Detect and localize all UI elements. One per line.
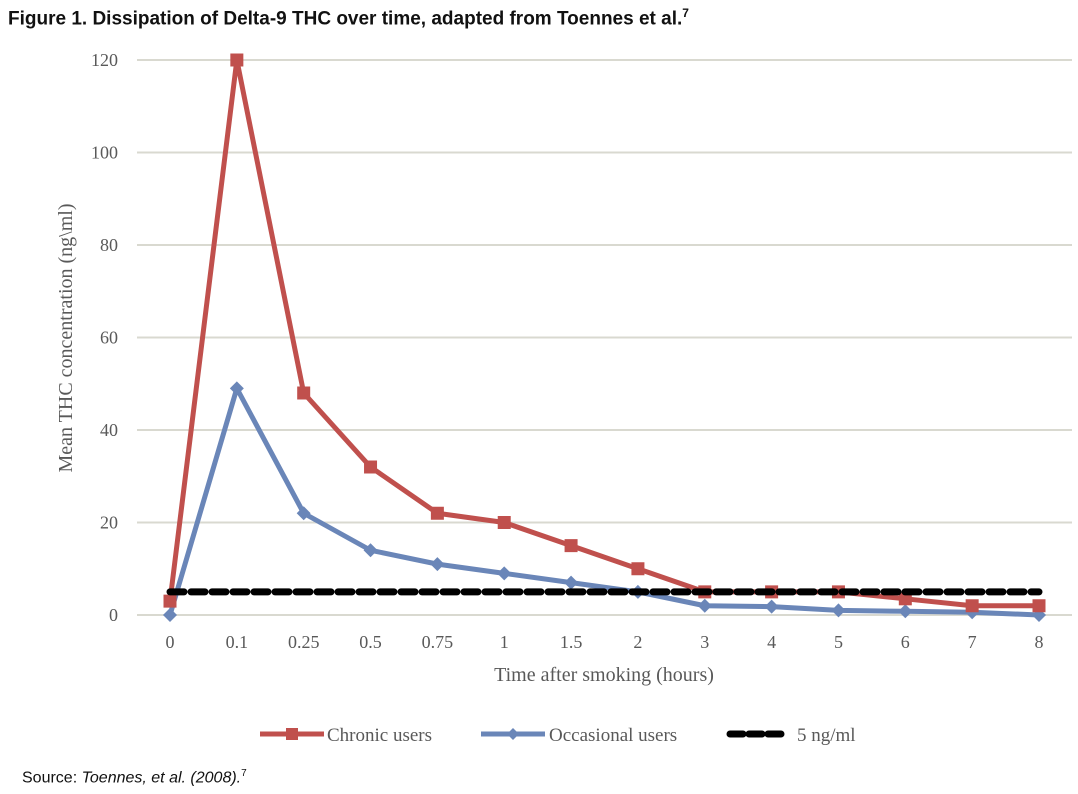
data-point [364,460,378,474]
x-tick-label: 0.25 [288,632,320,652]
x-tick-label: 0 [166,632,175,652]
data-point [296,506,311,521]
figure-title-text: Figure 1. Dissipation of Delta-9 THC ove… [8,8,683,30]
data-point [898,592,912,606]
figure-title: Figure 1. Dissipation of Delta-9 THC ove… [8,6,689,30]
legend-marker [286,728,298,740]
data-point [497,516,511,529]
data-point [564,539,578,553]
y-tick-label: 60 [100,328,118,348]
y-tick-label: 120 [91,50,118,70]
y-tick-label: 0 [109,605,118,625]
legend-label: Chronic users [327,725,432,746]
data-point [230,53,244,67]
series-group [163,53,1046,622]
data-point [564,575,579,590]
source-superscript: 7 [241,768,247,779]
x-tick-label: 5 [834,632,843,652]
legend-item: Chronic users [260,725,432,746]
data-point [297,386,311,400]
series-line [167,385,1040,618]
data-point [363,543,378,558]
legend-item: Occasional users [481,725,677,746]
source-citation: Toennes, et al. (2008). [81,769,242,787]
data-point [163,594,177,608]
y-axis-title: Mean THC concentration (ng\ml) [55,203,77,472]
data-point [163,608,177,622]
data-point [430,557,445,572]
x-tick-label: 4 [767,632,776,652]
data-point [764,599,779,614]
data-point [831,603,846,618]
legend-marker [507,728,519,740]
y-tick-label: 20 [100,513,118,533]
x-tick-label: 8 [1035,632,1044,652]
source-note: Source: Toennes, et al. (2008).7 [22,768,247,787]
y-tick-label: 40 [100,420,118,440]
x-tick-label: 0.1 [226,632,249,652]
source-prefix: Source: [22,769,82,787]
x-tick-label: 6 [901,632,910,652]
figure-title-superscript: 7 [682,6,689,20]
legend-label: 5 ng/ml [797,725,856,746]
x-tick-label: 1.5 [560,632,583,652]
data-point [430,506,444,520]
series-chronic-users [163,53,1046,613]
data-point [965,599,979,613]
data-point [497,566,512,581]
series-line [167,57,1039,609]
x-tick-label: 1 [500,632,509,652]
x-tick-label: 7 [968,632,977,652]
data-point [1032,599,1046,613]
series-occasional-users [163,381,1046,622]
x-tick-label: 0.75 [422,632,454,652]
x-tick-label: 3 [700,632,709,652]
data-point [697,598,712,613]
x-tick-label: 2 [633,632,642,652]
legend-item: 5 ng/ml [726,725,856,746]
y-tick-label: 80 [100,235,118,255]
x-axis-title: Time after smoking (hours) [494,664,714,686]
y-tick-label: 100 [91,143,118,163]
data-point [229,381,244,396]
legend: Chronic users Occasional users 5 ng/ml [260,725,856,746]
data-point [898,604,913,619]
gridlines [137,59,1072,616]
data-point [631,562,645,576]
legend-label: Occasional users [549,725,677,746]
x-axis-ticks: 0 0.1 0.25 0.5 0.75 1 1.5 2 3 4 5 6 7 8 [166,632,1044,652]
y-axis-ticks: 0 20 40 60 80 100 120 [91,50,118,625]
x-tick-label: 0.5 [359,632,382,652]
